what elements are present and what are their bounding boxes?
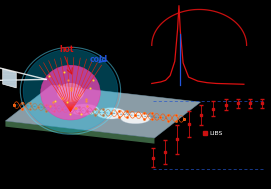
Text: cold: cold xyxy=(90,55,108,64)
Ellipse shape xyxy=(41,65,100,120)
Polygon shape xyxy=(3,69,16,88)
Text: LIBS: LIBS xyxy=(209,131,223,136)
Ellipse shape xyxy=(96,108,126,119)
Polygon shape xyxy=(5,85,201,138)
Ellipse shape xyxy=(121,112,150,124)
Text: hot: hot xyxy=(59,45,74,54)
Ellipse shape xyxy=(69,104,99,115)
Ellipse shape xyxy=(23,49,118,132)
Polygon shape xyxy=(5,121,154,144)
Ellipse shape xyxy=(57,83,84,102)
